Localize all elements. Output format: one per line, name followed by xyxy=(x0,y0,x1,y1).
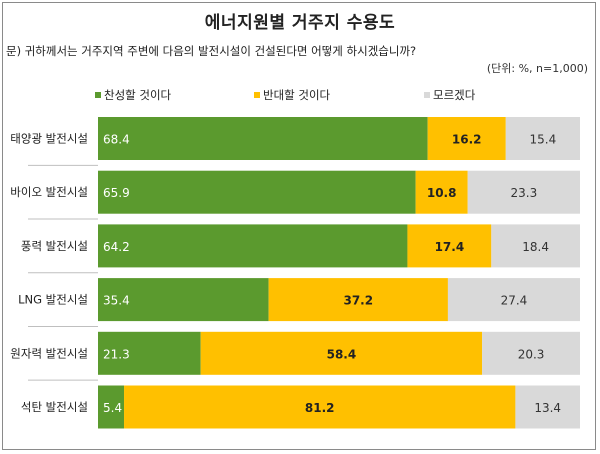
legend-swatch xyxy=(254,92,260,98)
data-label: 20.3 xyxy=(518,347,545,361)
data-label: 5.4 xyxy=(103,401,122,415)
legend-label: 찬성할 것이다 xyxy=(104,88,172,102)
bar-segment xyxy=(98,170,416,214)
data-label: 81.2 xyxy=(305,401,335,415)
category-label: LNG 발전시설 xyxy=(18,293,88,307)
bar-segment xyxy=(407,224,492,268)
bar-segment xyxy=(491,224,580,268)
unit-note: (단위: %, n=1,000) xyxy=(486,62,588,75)
survey-question: 문) 귀하께서는 거주지역 주변에 다음의 발전시설이 건설된다면 어떻게 하시… xyxy=(6,44,417,58)
legend-label: 반대할 것이다 xyxy=(263,88,331,102)
chart-title: 에너지원별 거주지 수용도 xyxy=(204,13,396,33)
data-label: 21.3 xyxy=(103,347,130,361)
bar-segment xyxy=(98,117,428,160)
bar-segment xyxy=(98,385,125,429)
bar-segment xyxy=(98,278,269,322)
data-label: 37.2 xyxy=(343,294,373,308)
bar-segment xyxy=(515,385,580,429)
data-label: 27.4 xyxy=(501,294,528,308)
bar-segment xyxy=(200,331,483,375)
bar-segment xyxy=(98,331,201,375)
data-label: 18.4 xyxy=(522,240,549,254)
data-label: 15.4 xyxy=(530,133,557,147)
bar-segment xyxy=(467,170,580,214)
data-label: 68.4 xyxy=(103,133,130,147)
data-label: 35.4 xyxy=(103,294,130,308)
legend-label: 모르겠다 xyxy=(433,88,476,102)
category-label: 원자력 발전시설 xyxy=(10,346,88,360)
category-label: 석탄 발전시설 xyxy=(21,400,88,414)
bar-segment xyxy=(427,117,506,160)
bar-segment xyxy=(124,385,516,429)
legend-swatch xyxy=(424,92,430,98)
data-label: 64.2 xyxy=(103,240,130,254)
bar-segment xyxy=(505,117,580,160)
bar-segment xyxy=(482,331,580,375)
legend-swatch xyxy=(95,92,101,98)
data-label: 10.8 xyxy=(427,186,457,200)
bar-segment xyxy=(268,278,448,322)
bar-segment xyxy=(447,278,580,322)
data-label: 58.4 xyxy=(327,347,357,361)
data-label: 23.3 xyxy=(510,186,537,200)
bar-segment xyxy=(415,170,468,214)
bar-segment xyxy=(98,224,408,268)
category-label: 태양광 발전시설 xyxy=(10,132,88,146)
data-label: 13.4 xyxy=(534,401,561,415)
data-label: 17.4 xyxy=(435,240,465,254)
category-label: 풍력 발전시설 xyxy=(21,239,88,253)
data-label: 16.2 xyxy=(452,133,482,147)
category-label: 바이오 발전시설 xyxy=(10,185,88,199)
data-label: 65.9 xyxy=(103,186,130,200)
